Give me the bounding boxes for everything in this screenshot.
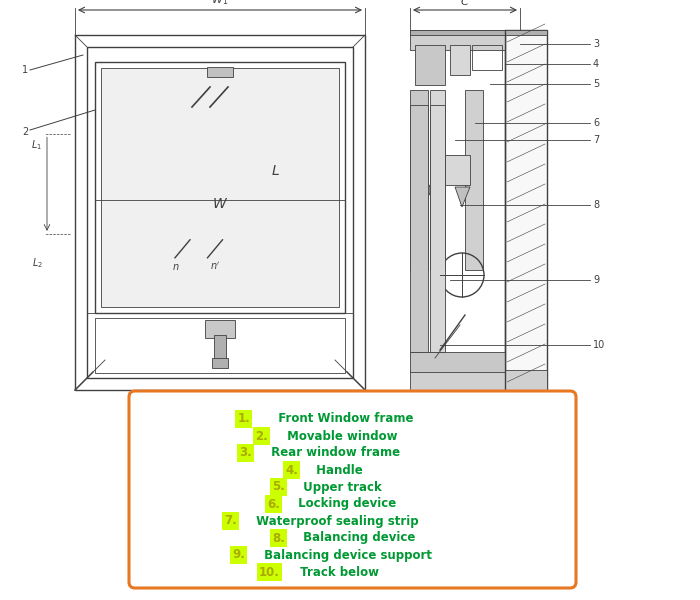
Text: Locking device: Locking device — [294, 497, 396, 511]
Bar — [214, 335, 226, 360]
Bar — [415, 45, 445, 85]
Bar — [445, 155, 470, 185]
Bar — [410, 30, 505, 50]
Bar — [410, 90, 428, 270]
Text: $L_1$: $L_1$ — [32, 139, 43, 152]
Text: 2: 2 — [22, 127, 28, 137]
Bar — [87, 47, 353, 378]
Text: Waterproof sealing strip: Waterproof sealing strip — [252, 514, 419, 527]
Text: $W$: $W$ — [212, 197, 228, 211]
Text: Front Window frame: Front Window frame — [270, 413, 414, 425]
Text: 7: 7 — [593, 135, 599, 145]
Text: $n'$: $n'$ — [210, 260, 220, 272]
Text: 4: 4 — [593, 59, 599, 69]
Bar — [207, 67, 233, 77]
Bar — [87, 313, 353, 378]
Text: 3.: 3. — [239, 446, 252, 460]
Bar — [430, 90, 445, 270]
Text: 2.: 2. — [256, 430, 268, 443]
Text: $C$: $C$ — [460, 0, 470, 7]
Text: 6: 6 — [593, 118, 599, 128]
Text: 1.: 1. — [237, 413, 250, 425]
Bar — [212, 358, 228, 368]
Bar — [430, 105, 445, 352]
Text: Rear window frame: Rear window frame — [267, 446, 400, 460]
Text: 4.: 4. — [285, 463, 298, 476]
Text: 10: 10 — [593, 340, 606, 350]
Text: 9.: 9. — [232, 548, 245, 562]
Text: Upper track: Upper track — [299, 481, 382, 493]
Text: 1: 1 — [22, 65, 28, 75]
Bar — [410, 352, 505, 372]
Bar — [505, 30, 547, 390]
Bar — [410, 370, 547, 390]
Bar — [205, 320, 235, 338]
Text: Balancing device: Balancing device — [299, 532, 415, 545]
Text: $L_2$: $L_2$ — [32, 256, 43, 269]
Text: 3: 3 — [593, 39, 599, 49]
Text: 7.: 7. — [224, 514, 237, 527]
Circle shape — [417, 183, 431, 197]
Text: 5: 5 — [593, 79, 599, 89]
Bar — [472, 45, 502, 70]
Bar — [465, 90, 483, 270]
Bar — [95, 318, 345, 373]
Bar — [410, 30, 547, 35]
Text: 10.: 10. — [259, 565, 280, 578]
Text: 9: 9 — [593, 275, 599, 285]
Text: Movable window: Movable window — [283, 430, 398, 443]
Text: $L$: $L$ — [271, 164, 279, 178]
Text: Track below: Track below — [296, 565, 379, 578]
Bar — [95, 62, 345, 313]
Text: 5.: 5. — [272, 481, 285, 493]
Text: 8: 8 — [593, 200, 599, 210]
Text: Balancing device support: Balancing device support — [260, 548, 432, 562]
Text: Handle: Handle — [312, 463, 363, 476]
Polygon shape — [455, 187, 470, 207]
Text: $n$: $n$ — [172, 262, 180, 272]
Bar — [450, 45, 470, 75]
Text: 6.: 6. — [267, 497, 280, 511]
FancyBboxPatch shape — [129, 391, 576, 588]
Bar — [410, 105, 428, 352]
Text: 8.: 8. — [272, 532, 285, 545]
Bar — [75, 35, 365, 390]
Bar — [101, 68, 339, 307]
Text: $W_1$: $W_1$ — [211, 0, 229, 7]
